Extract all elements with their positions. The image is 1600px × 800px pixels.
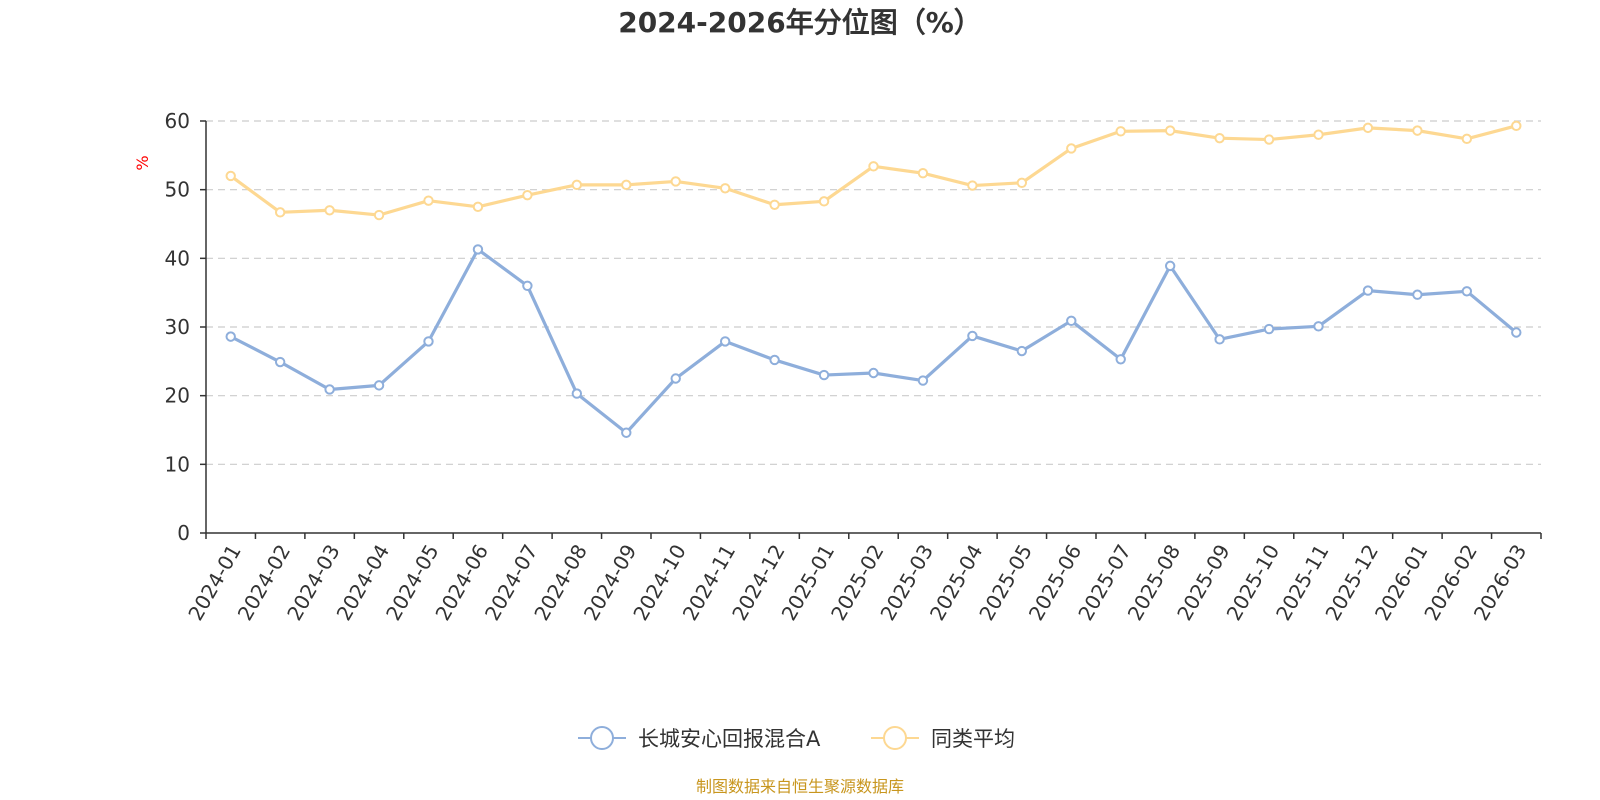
data-point[interactable] [1313, 321, 1324, 332]
data-point[interactable] [670, 176, 681, 187]
data-point[interactable] [1461, 133, 1473, 145]
series-lines [225, 120, 1522, 438]
data-point[interactable] [1362, 122, 1374, 134]
data-point[interactable] [1263, 323, 1275, 335]
data-point[interactable] [621, 427, 632, 438]
data-point[interactable] [373, 380, 385, 391]
data-point[interactable] [274, 207, 286, 218]
data-point[interactable] [1214, 334, 1225, 345]
source-note: 制图数据来自恒生聚源数据库 [696, 777, 904, 796]
data-point[interactable] [1164, 260, 1176, 272]
data-point[interactable] [472, 201, 484, 213]
y-tick-label: 30 [165, 315, 190, 339]
data-point[interactable] [818, 369, 830, 381]
data-point[interactable] [1412, 289, 1423, 300]
data-point[interactable] [967, 330, 978, 342]
legend-label: 同类平均 [931, 727, 1015, 751]
legend-marker-icon [590, 726, 614, 750]
data-point[interactable] [472, 244, 484, 255]
data-point[interactable] [818, 196, 830, 207]
legend-marker-icon [883, 726, 907, 750]
data-point[interactable] [423, 336, 434, 347]
data-point[interactable] [868, 161, 879, 172]
data-point[interactable] [917, 167, 929, 179]
data-point[interactable] [1461, 286, 1473, 297]
data-point[interactable] [1263, 134, 1275, 145]
data-point[interactable] [621, 179, 632, 191]
legend-label: 长城安心回报混合A [638, 727, 821, 751]
grid-lines [206, 120, 1541, 465]
data-point[interactable] [274, 356, 286, 368]
y-tick-label: 40 [165, 246, 190, 270]
y-axis-label: % [133, 155, 152, 170]
data-point[interactable] [1214, 132, 1225, 144]
data-point[interactable] [769, 354, 780, 366]
data-point[interactable] [719, 336, 731, 347]
data-point[interactable] [917, 375, 929, 386]
data-point[interactable] [225, 331, 236, 342]
x-tick-labels: 2024-012024-022024-032024-042024-052024-… [183, 540, 1531, 624]
y-tick-labels: 0 10 20 30 40 50 60 [165, 109, 190, 545]
series-1 [225, 120, 1522, 221]
chart-title: 2024-2026年分位图（%） [618, 6, 982, 39]
data-point[interactable] [1066, 315, 1077, 327]
data-point[interactable] [522, 189, 533, 201]
y-tick-label: 10 [165, 452, 190, 476]
y-tick-label: 20 [165, 384, 190, 408]
legend-item-1[interactable]: 同类平均 [871, 726, 1015, 751]
data-point[interactable] [423, 195, 434, 206]
y-tick-label: 0 [177, 521, 190, 545]
data-point[interactable] [1115, 354, 1126, 365]
data-point[interactable] [769, 199, 780, 210]
data-point[interactable] [571, 388, 583, 399]
data-point[interactable] [719, 183, 731, 194]
y-tick-label: 50 [165, 178, 190, 202]
data-point[interactable] [1511, 120, 1522, 132]
legend[interactable]: 长城安心回报混合A 同类平均 [578, 726, 1015, 751]
data-point[interactable] [1066, 143, 1077, 154]
data-point[interactable] [1164, 125, 1176, 136]
data-point[interactable] [324, 384, 335, 395]
series-0 [225, 244, 1522, 438]
data-point[interactable] [1511, 327, 1522, 338]
data-point[interactable] [868, 367, 879, 379]
data-point[interactable] [967, 180, 978, 191]
y-tick-label: 60 [165, 109, 190, 133]
axes [200, 120, 1542, 539]
data-point[interactable] [522, 280, 533, 291]
data-point[interactable] [670, 373, 681, 384]
data-point[interactable] [324, 205, 335, 216]
data-point[interactable] [1016, 345, 1028, 357]
data-point[interactable] [1115, 126, 1126, 137]
data-point[interactable] [373, 209, 385, 221]
data-point[interactable] [1362, 285, 1374, 296]
legend-item-0[interactable]: 长城安心回报混合A [578, 726, 821, 751]
data-point[interactable] [1016, 177, 1028, 189]
data-point[interactable] [1313, 129, 1324, 140]
data-point[interactable] [571, 179, 583, 191]
data-point[interactable] [1412, 125, 1423, 136]
data-point[interactable] [225, 170, 236, 182]
